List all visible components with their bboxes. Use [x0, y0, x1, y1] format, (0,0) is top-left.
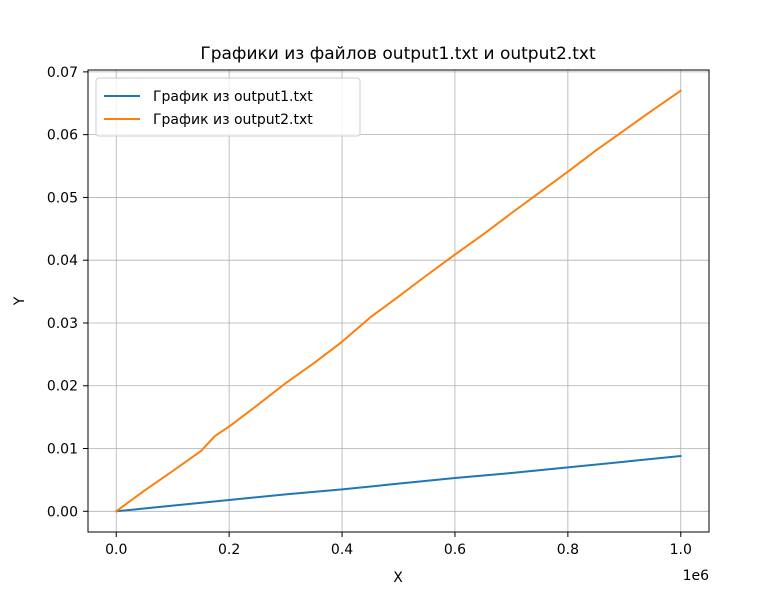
series-lines	[115, 89, 682, 513]
x-tick-label: 0.2	[218, 542, 240, 558]
axis-ticks: 0.0 0.2 0.4 0.6 0.8 1.0 0.00 0.01 0.02 0.03 0.04 0.…	[47, 65, 692, 558]
series-line-1	[115, 455, 682, 513]
x-tick-label: 0.0	[105, 542, 127, 558]
y-tick-label: 0.06	[47, 128, 78, 144]
x-axis-label: X	[393, 570, 403, 586]
x-tick-label: 1.0	[670, 542, 692, 558]
x-axis-offset-text: 1e6	[683, 568, 710, 584]
legend-label-output2: График из output2.txt	[153, 112, 313, 128]
x-tick-label: 0.6	[444, 542, 466, 558]
y-tick-label: 0.00	[47, 504, 78, 520]
y-tick-label: 0.03	[47, 316, 78, 332]
y-tick-label: 0.07	[47, 65, 78, 81]
y-axis-label: Y	[12, 296, 28, 306]
plot-area-frame	[87, 69, 710, 533]
y-tick-label: 0.04	[47, 253, 78, 269]
y-tick-label: 0.02	[47, 379, 78, 395]
chart-title: Графики из файлов output1.txt и output2.…	[200, 44, 596, 64]
legend: График из output1.txt График из output2.…	[95, 77, 361, 137]
legend-box	[95, 77, 361, 137]
grid-lines	[88, 70, 709, 532]
x-tick-label: 0.8	[557, 542, 579, 558]
y-tick-label: 0.05	[47, 190, 78, 206]
x-tick-label: 0.4	[331, 542, 353, 558]
legend-label-output1: График из output1.txt	[153, 89, 313, 105]
series-line-2	[115, 89, 682, 513]
y-tick-label: 0.01	[47, 442, 78, 458]
